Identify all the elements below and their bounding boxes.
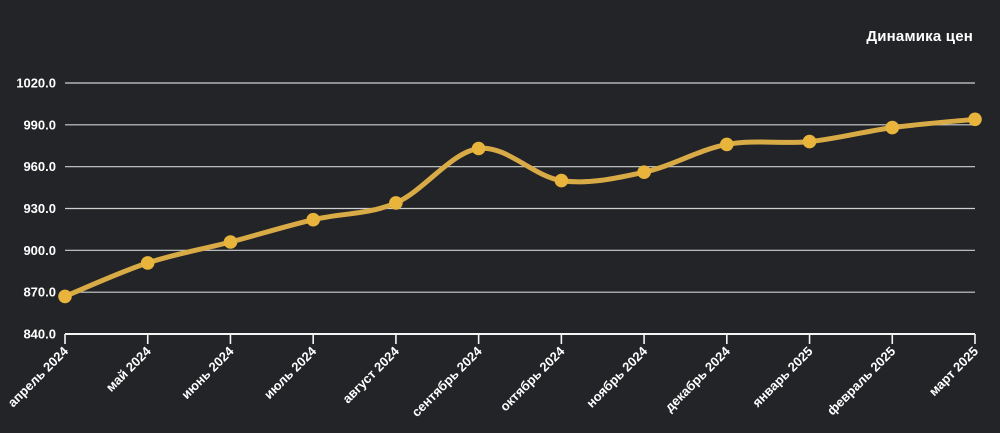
x-axis-tick-label: июнь 2024 — [178, 343, 237, 402]
data-point-marker — [968, 112, 982, 127]
data-point-marker — [306, 212, 321, 227]
x-axis-tick-label: июль 2024 — [261, 343, 320, 402]
data-point-marker — [637, 165, 651, 179]
y-axis-tick-label: 840.0 — [23, 327, 56, 342]
chart-title: Динамика цен — [866, 28, 973, 45]
data-point-marker — [802, 134, 817, 149]
x-axis-tick-label: октябрь 2024 — [497, 343, 568, 414]
data-point-marker — [58, 289, 72, 304]
y-axis-tick-label: 930.0 — [23, 201, 56, 216]
x-axis-tick-label: декабрь 2024 — [662, 343, 734, 415]
x-axis-tick-label: март 2025 — [926, 344, 981, 399]
y-axis-tick-label: 900.0 — [23, 243, 56, 258]
data-point-marker — [140, 256, 155, 270]
data-point-marker — [389, 196, 403, 210]
x-axis-tick-label: ноябрь 2024 — [583, 343, 651, 411]
x-axis-tick-label: январь 2025 — [749, 344, 815, 410]
y-axis-tick-label: 960.0 — [23, 159, 56, 174]
y-axis-tick-label: 990.0 — [23, 117, 56, 132]
data-point-marker — [885, 120, 900, 135]
y-axis-tick-label: 870.0 — [23, 285, 56, 300]
x-axis-tick-label: апрель 2024 — [5, 343, 72, 410]
x-axis-tick-label: май 2024 — [103, 343, 155, 395]
price-line — [62, 116, 978, 299]
x-axis-tick-label: февраль 2025 — [824, 344, 899, 419]
data-point-marker — [223, 235, 238, 249]
x-axis-tick-label: август 2024 — [339, 343, 402, 406]
y-axis-tick-label: 1020.0 — [16, 76, 56, 91]
data-point-marker — [471, 141, 486, 156]
x-axis-tick-label: сентябрь 2024 — [409, 343, 486, 420]
data-point-marker — [554, 173, 569, 188]
data-point-marker — [720, 137, 734, 152]
